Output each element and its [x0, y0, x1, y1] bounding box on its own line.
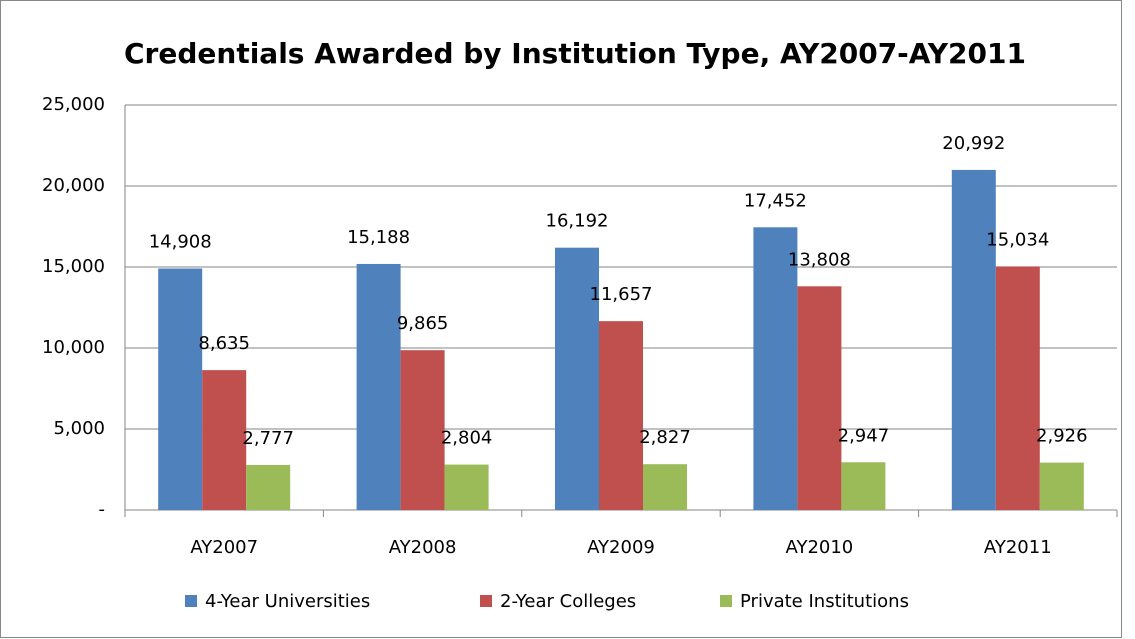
bar — [841, 462, 886, 510]
x-tick-label: AY2007 — [190, 537, 258, 558]
x-tick-label: AY2010 — [786, 537, 854, 558]
bar — [599, 321, 643, 510]
data-label: 2,947 — [838, 425, 890, 446]
data-label: 14,908 — [149, 231, 212, 252]
data-label: 11,657 — [590, 284, 653, 305]
legend-swatch — [720, 595, 732, 607]
y-tick-label: - — [99, 499, 106, 520]
bar — [158, 268, 203, 510]
data-label: 13,808 — [788, 249, 851, 270]
legend-label: Private Institutions — [740, 591, 909, 612]
bar — [797, 286, 842, 510]
legend-swatch — [480, 595, 492, 607]
legend-label: 2-Year Colleges — [500, 591, 636, 612]
data-label: 20,992 — [942, 133, 1005, 154]
y-tick-label: 25,000 — [42, 94, 105, 115]
data-label: 9,865 — [397, 313, 449, 334]
data-label: 2,926 — [1036, 426, 1088, 447]
bar — [444, 464, 489, 510]
bar — [400, 350, 445, 510]
data-label: 8,635 — [198, 333, 250, 354]
data-label: 15,034 — [986, 229, 1049, 250]
y-tick-label: 20,000 — [42, 175, 105, 196]
bar — [356, 263, 401, 510]
y-tick-label: 10,000 — [42, 337, 105, 358]
legend-label: 4-Year Universities — [205, 591, 370, 612]
bar — [995, 266, 1040, 510]
data-label: 15,188 — [347, 227, 410, 248]
bar — [643, 464, 687, 510]
data-label: 2,827 — [639, 427, 691, 448]
bar — [555, 247, 599, 510]
x-tick-label: AY2008 — [389, 537, 457, 558]
data-label: 2,804 — [441, 428, 493, 449]
bar — [246, 465, 291, 510]
x-tick-label: AY2009 — [587, 537, 655, 558]
data-label: 16,192 — [546, 211, 609, 232]
x-tick-label: AY2011 — [984, 537, 1052, 558]
bar — [753, 227, 798, 511]
data-label: 17,452 — [744, 190, 807, 211]
chart-title: Credentials Awarded by Institution Type,… — [124, 37, 1026, 70]
data-label: 2,777 — [242, 428, 294, 449]
legend-swatch — [185, 595, 197, 607]
bar — [951, 169, 996, 510]
y-tick-label: 5,000 — [53, 418, 105, 439]
y-tick-label: 15,000 — [42, 256, 105, 277]
bar — [1039, 462, 1084, 510]
bar — [202, 370, 247, 510]
